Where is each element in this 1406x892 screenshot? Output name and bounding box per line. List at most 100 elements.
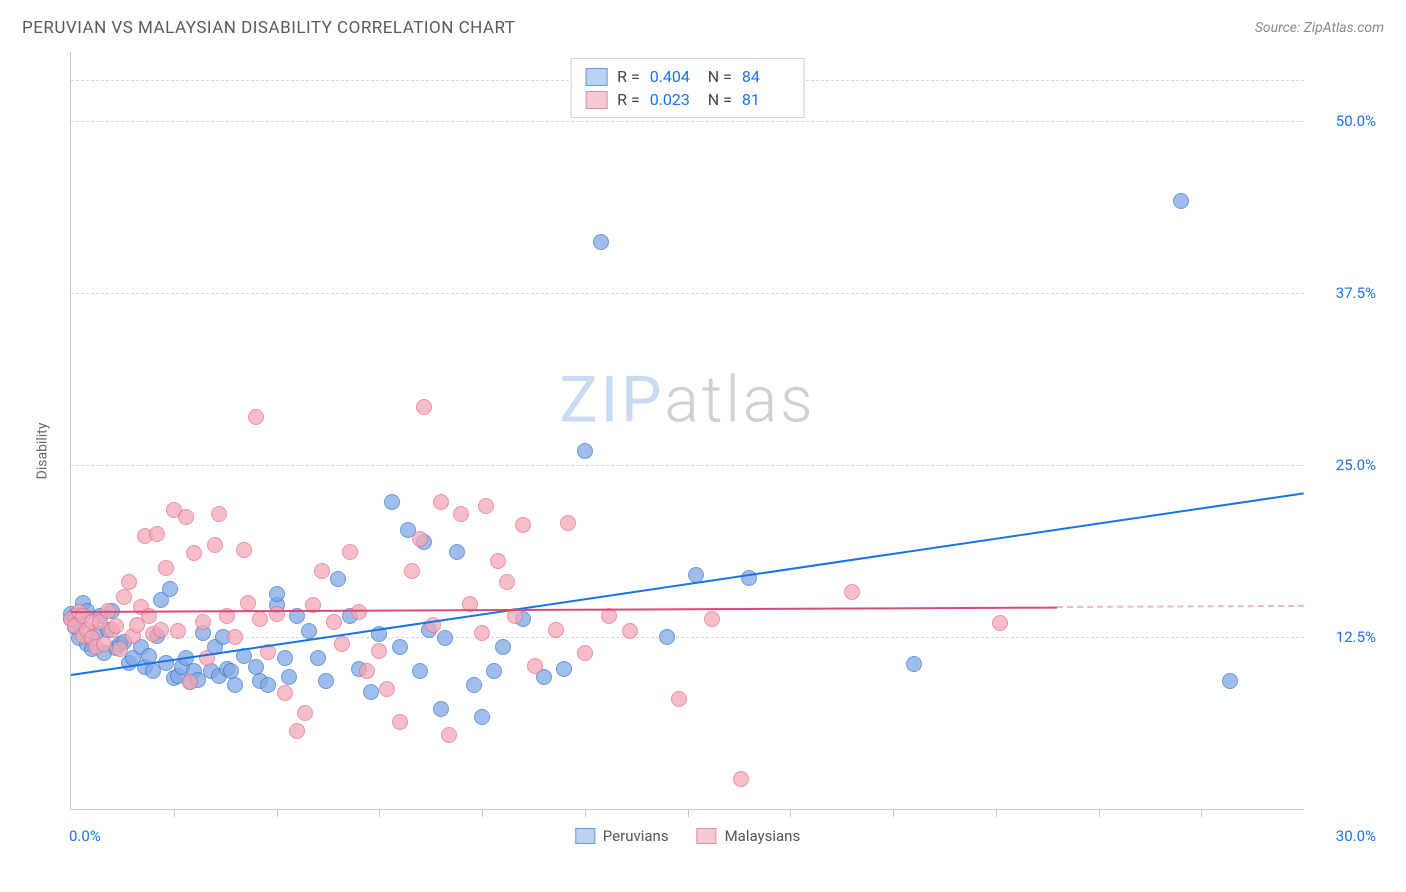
data-point — [433, 701, 449, 717]
data-point — [392, 639, 408, 655]
data-point — [992, 615, 1008, 631]
x-tick — [790, 809, 791, 817]
data-point — [577, 645, 593, 661]
data-point — [314, 563, 330, 579]
x-tick — [1099, 809, 1100, 817]
plot-area: ZIPatlas R =0.404N =84R =0.023N =81 Peru… — [70, 52, 1304, 810]
x-tick — [688, 809, 689, 817]
x-tick — [893, 809, 894, 817]
data-point — [116, 589, 132, 605]
data-point — [416, 399, 432, 415]
legend-n-label: N = — [708, 67, 732, 86]
legend-n-label: N = — [708, 90, 732, 109]
legend-row: R = 0.404 N = 84 — [585, 65, 790, 88]
x-tick — [379, 809, 380, 817]
data-point — [170, 623, 186, 639]
data-point — [844, 584, 860, 600]
data-point — [363, 684, 379, 700]
data-point — [260, 677, 276, 693]
data-point — [158, 560, 174, 576]
y-tick-label: 50.0% — [1312, 112, 1376, 130]
legend-n-value: 81 — [742, 90, 790, 109]
x-axis-max-label: 30.0% — [1312, 827, 1376, 845]
x-tick — [277, 809, 278, 817]
data-point — [149, 526, 165, 542]
chart-title: PERUVIAN VS MALAYSIAN DISABILITY CORRELA… — [22, 18, 515, 38]
x-axis-min-label: 0.0% — [69, 827, 101, 845]
data-point — [289, 723, 305, 739]
legend-item: Peruvians — [575, 827, 669, 845]
data-point — [499, 574, 515, 590]
data-point — [326, 614, 342, 630]
data-point — [527, 658, 543, 674]
data-point — [178, 509, 194, 525]
data-point — [412, 663, 428, 679]
data-point — [112, 641, 128, 657]
data-point — [437, 630, 453, 646]
gridline — [71, 121, 1304, 122]
legend-r-label: R = — [617, 90, 640, 109]
data-point — [207, 537, 223, 553]
data-point — [351, 604, 367, 620]
data-point — [158, 655, 174, 671]
data-point — [269, 586, 285, 602]
data-point — [108, 618, 124, 634]
trend-line — [71, 606, 1057, 612]
data-point — [359, 663, 375, 679]
gridline — [71, 637, 1304, 638]
data-point — [379, 681, 395, 697]
y-axis-label: Disability — [34, 423, 50, 480]
x-tick — [482, 809, 483, 817]
data-point — [441, 727, 457, 743]
data-point — [449, 544, 465, 560]
data-point — [277, 650, 293, 666]
data-point — [240, 595, 256, 611]
data-point — [556, 661, 572, 677]
data-point — [466, 677, 482, 693]
data-point — [515, 517, 531, 533]
data-point — [392, 714, 408, 730]
data-point — [412, 531, 428, 547]
data-point — [1173, 193, 1189, 209]
data-point — [252, 611, 268, 627]
data-point — [704, 611, 720, 627]
legend-label: Peruvians — [603, 827, 669, 845]
data-point — [671, 691, 687, 707]
data-point — [277, 685, 293, 701]
data-point — [384, 494, 400, 510]
legend-r-value: 0.404 — [650, 67, 698, 86]
source-attribution: Source: ZipAtlas.com — [1255, 20, 1384, 36]
legend-row: R =0.023N =81 — [585, 88, 790, 111]
legend-n-value: 84 — [742, 67, 790, 86]
data-point — [453, 506, 469, 522]
data-point — [199, 650, 215, 666]
gridline — [71, 465, 1304, 466]
trend-line-dashed — [1057, 605, 1304, 608]
trend-line — [71, 492, 1304, 676]
data-point — [334, 636, 350, 652]
data-point — [733, 771, 749, 787]
data-point — [404, 563, 420, 579]
x-tick — [585, 809, 586, 817]
data-point — [371, 643, 387, 659]
legend-label: Malaysians — [725, 827, 801, 845]
data-point — [560, 515, 576, 531]
data-point — [1222, 673, 1238, 689]
data-point — [227, 677, 243, 693]
data-point — [486, 663, 502, 679]
y-tick-label: 37.5% — [1312, 284, 1376, 302]
data-point — [211, 506, 227, 522]
data-point — [593, 234, 609, 250]
data-point — [121, 574, 137, 590]
data-point — [474, 709, 490, 725]
data-point — [162, 581, 178, 597]
data-point — [318, 673, 334, 689]
x-tick — [1201, 809, 1202, 817]
data-point — [490, 553, 506, 569]
data-point — [330, 571, 346, 587]
data-point — [577, 443, 593, 459]
correlation-legend: R =0.404N =84R =0.023N =81 — [570, 58, 805, 118]
legend-r-label: R = — [617, 67, 640, 86]
data-point — [548, 622, 564, 638]
y-tick-label: 12.5% — [1312, 628, 1376, 646]
